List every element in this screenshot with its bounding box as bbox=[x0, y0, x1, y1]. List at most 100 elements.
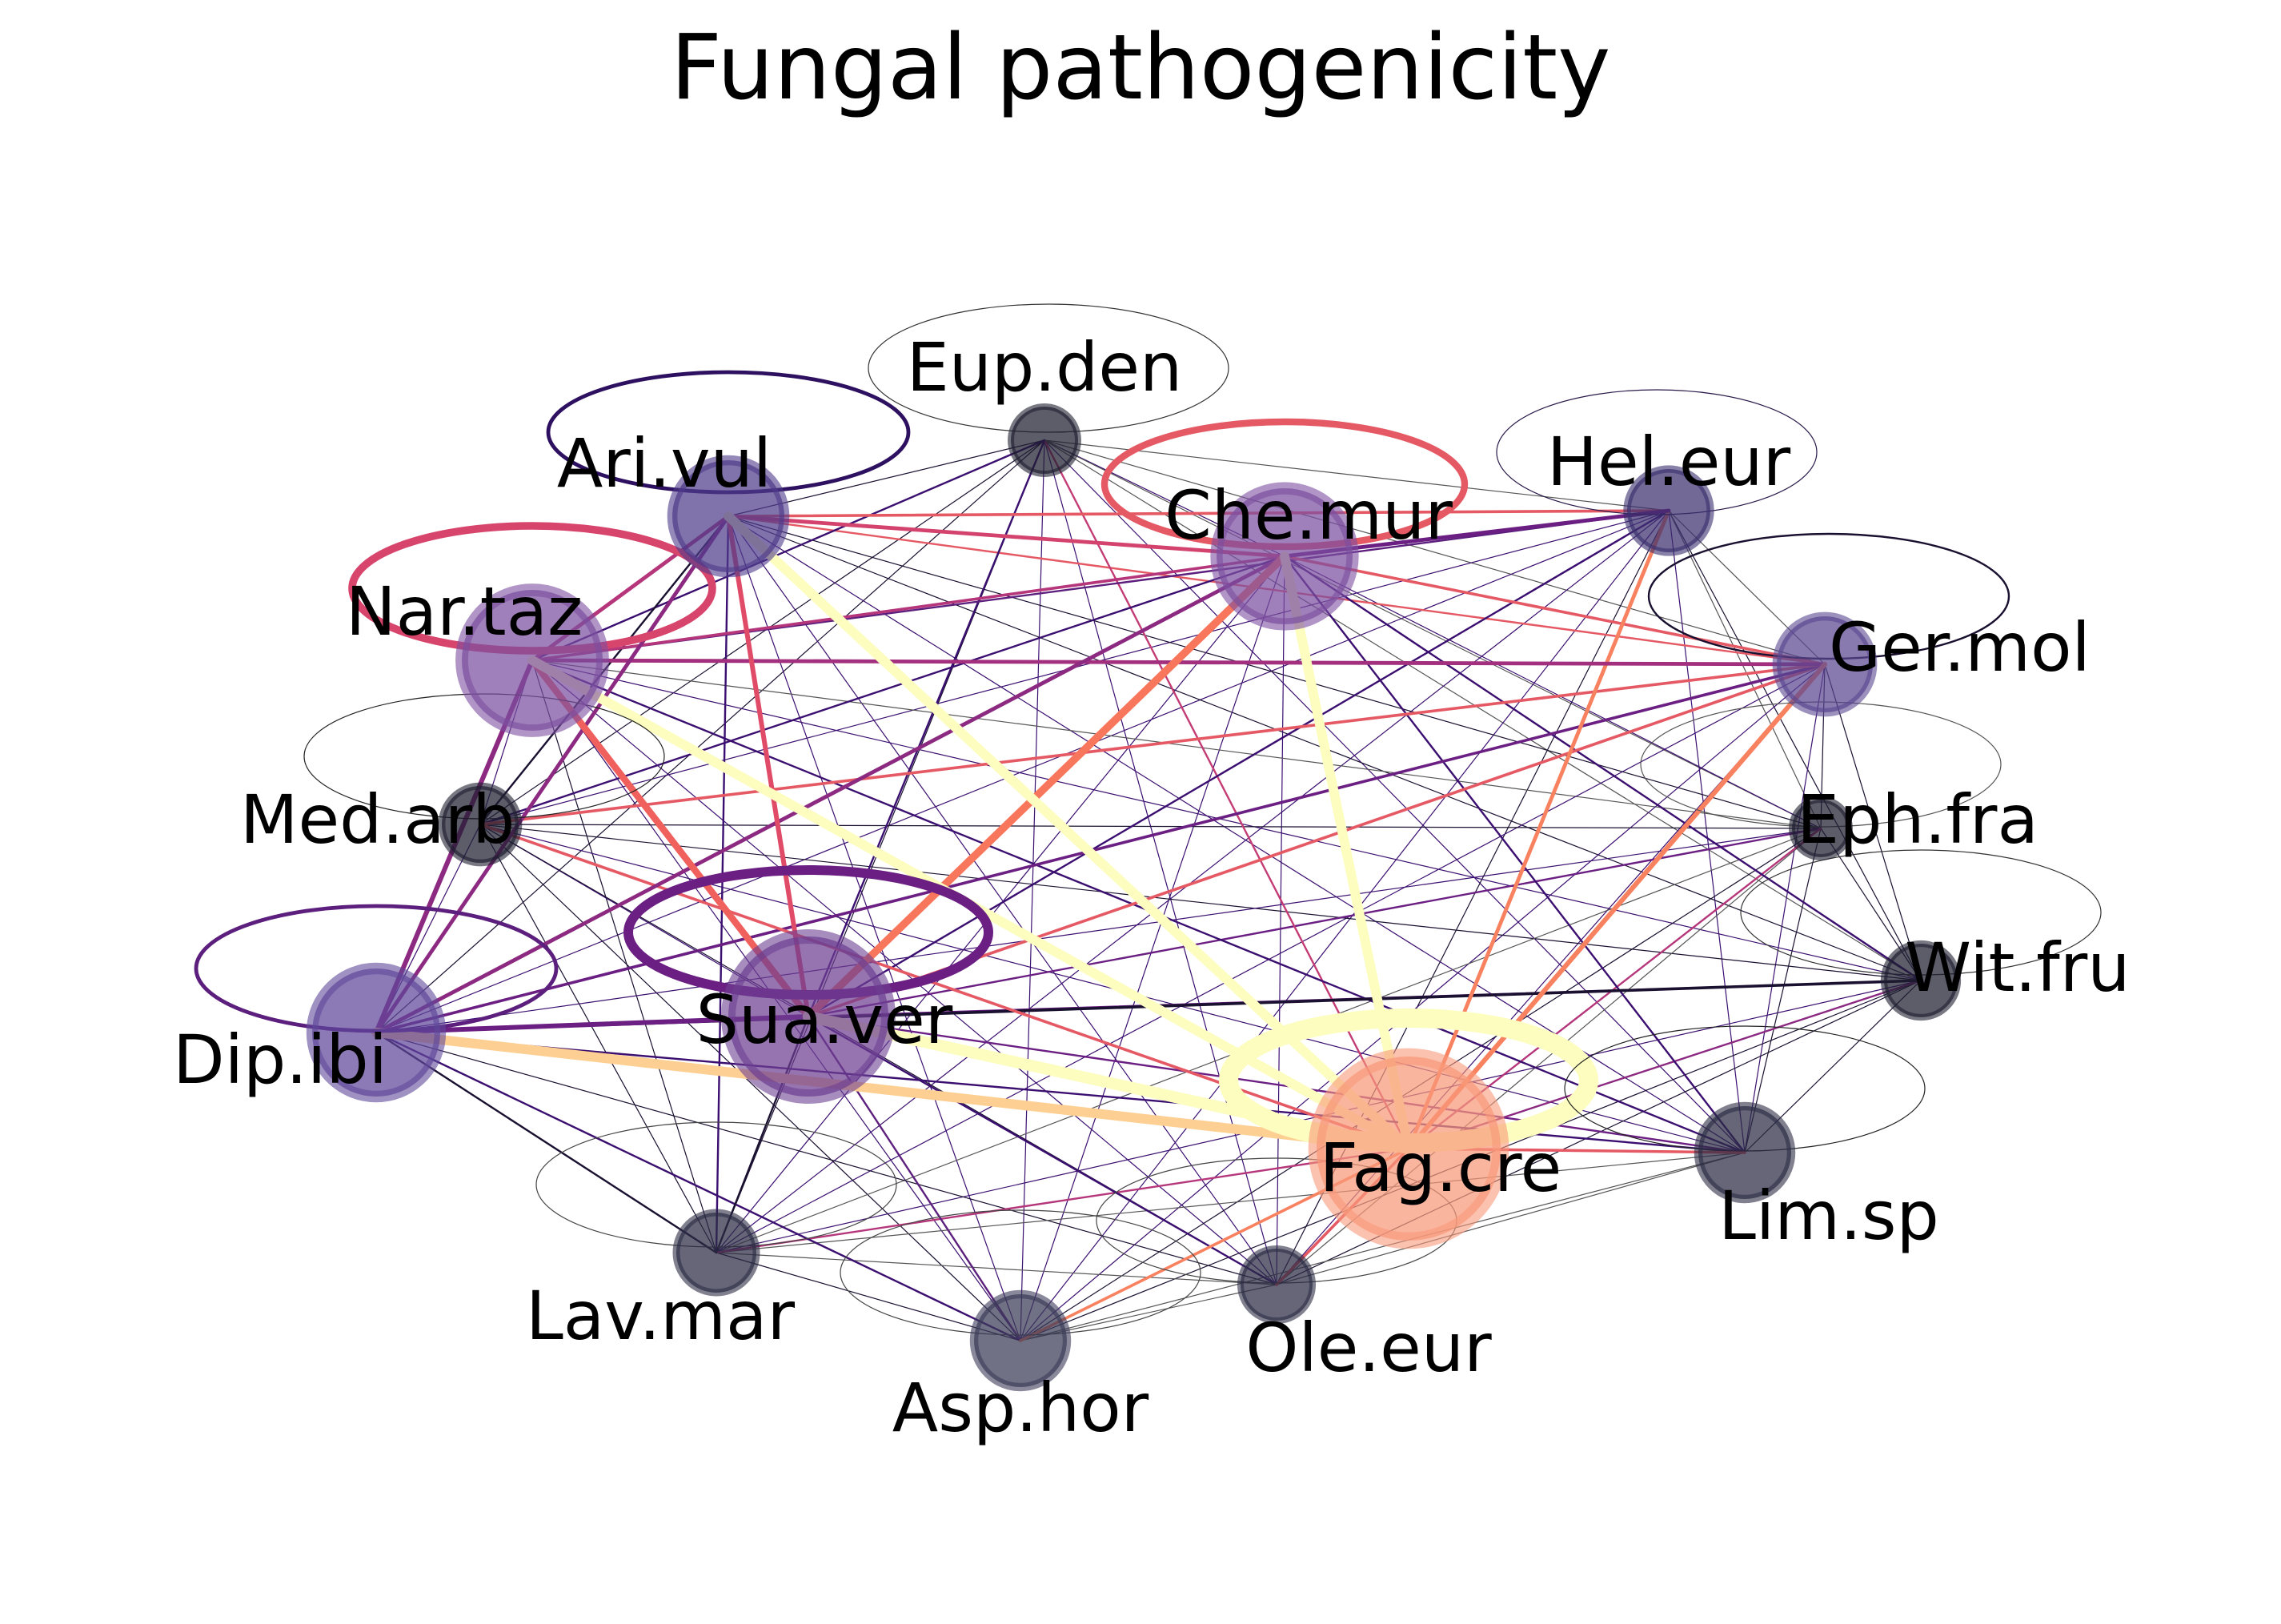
edge-ari-vul-hel-eur bbox=[727, 509, 1670, 518]
edge-che-mur-fag-cre bbox=[1280, 551, 1413, 1153]
edge-hel-eur-dip-ibi bbox=[375, 510, 1670, 1033]
edge-nar-taz-eph-fra bbox=[531, 660, 1822, 829]
edge-ole-eur-lim-sp bbox=[1276, 1152, 1746, 1285]
node-label-ger-mol: Ger.mol bbox=[1829, 608, 2091, 687]
edge-eup-den-wit-fru bbox=[1044, 439, 1922, 981]
node-label-wit-fru: Wit.fru bbox=[1905, 928, 2131, 1007]
edge-hel-eur-lim-sp bbox=[1668, 510, 1746, 1153]
labels-layer: Eup.den Hel.eur Ari.vul Che.mur Nar.taz Ger.m… bbox=[173, 328, 2131, 1447]
edge-sua-ver-ole-eur bbox=[807, 1015, 1278, 1286]
edge-hel-eur-fag-cre bbox=[1406, 508, 1671, 1151]
edge-ger-mol-asp-hor bbox=[1020, 664, 1826, 1341]
node-label-hel-eur: Hel.eur bbox=[1547, 423, 1791, 501]
edge-dip-ibi-ger-mol bbox=[375, 663, 1826, 1034]
edge-med-arb-eph-fra bbox=[479, 824, 1822, 829]
node-ari-vul bbox=[667, 455, 790, 578]
edge-sua-ver-eph-fra bbox=[807, 827, 1822, 1018]
edges-layer bbox=[371, 439, 1922, 1342]
edge-dip-ibi-fag-cre bbox=[371, 1028, 1413, 1153]
node-eph-fra bbox=[1789, 796, 1853, 860]
edge-dip-ibi-asp-hor bbox=[375, 1031, 1022, 1342]
edge-eph-fra-lim-sp bbox=[1744, 828, 1822, 1153]
edge-eup-den-eph-fra bbox=[1044, 439, 1822, 829]
node-fag-cre bbox=[1308, 1048, 1509, 1249]
edge-ari-vul-eph-fra bbox=[728, 515, 1822, 829]
edge-che-mur-ole-eur bbox=[1276, 555, 1285, 1285]
node-label-eup-den: Eup.den bbox=[907, 328, 1183, 407]
edge-lav-mar-ole-eur bbox=[716, 1252, 1277, 1285]
edge-ger-mol-lim-sp bbox=[1744, 664, 1826, 1153]
node-med-arb bbox=[438, 782, 523, 867]
node-nar-taz bbox=[455, 583, 609, 737]
edge-che-mur-eph-fra bbox=[1284, 555, 1822, 829]
node-label-ari-vul: Ari.vul bbox=[557, 424, 772, 503]
node-label-eph-fra: Eph.fra bbox=[1797, 780, 2038, 859]
edge-nar-taz-lim-sp bbox=[531, 659, 1746, 1154]
edge-hel-eur-asp-hor bbox=[1020, 510, 1670, 1341]
node-label-che-mur: Che.mur bbox=[1165, 476, 1453, 555]
edge-ger-mol-lav-mar bbox=[716, 664, 1826, 1253]
edge-hel-eur-lav-mar bbox=[716, 510, 1670, 1253]
node-lim-sp bbox=[1694, 1101, 1796, 1204]
node-label-ole-eur: Ole.eur bbox=[1245, 1309, 1492, 1387]
edge-eup-den-lim-sp bbox=[1044, 439, 1746, 1153]
edge-lav-mar-lim-sp bbox=[716, 1152, 1746, 1253]
edge-eup-den-med-arb bbox=[479, 439, 1045, 825]
edge-med-arb-ger-mol bbox=[479, 663, 1826, 826]
node-dip-ibi bbox=[306, 962, 447, 1103]
edge-che-mur-med-arb bbox=[479, 555, 1286, 826]
edge-ari-vul-che-mur bbox=[726, 514, 1287, 559]
edge-che-mur-asp-hor bbox=[1020, 555, 1285, 1341]
edge-ari-vul-asp-hor bbox=[728, 515, 1021, 1341]
edge-ger-mol-wit-fru bbox=[1824, 664, 1922, 981]
edge-eup-den-dip-ibi bbox=[375, 439, 1045, 1033]
edge-ger-mol-fag-cre bbox=[1406, 662, 1827, 1151]
edge-ari-vul-ole-eur bbox=[728, 515, 1277, 1285]
edge-hel-eur-wit-fru bbox=[1668, 510, 1922, 981]
edge-hel-eur-eph-fra bbox=[1668, 510, 1822, 829]
node-label-asp-hor: Asp.hor bbox=[892, 1369, 1149, 1447]
edge-che-mur-lim-sp bbox=[1283, 555, 1746, 1154]
edge-med-arb-fag-cre bbox=[479, 823, 1410, 1150]
edge-eup-den-ger-mol bbox=[1044, 439, 1826, 665]
edge-che-mur-ger-mol bbox=[1283, 555, 1826, 666]
node-label-sua-ver: Sua.ver bbox=[696, 980, 953, 1059]
edge-nar-taz-che-mur bbox=[531, 555, 1286, 662]
edge-che-mur-sua-ver bbox=[804, 552, 1289, 1021]
node-eup-den bbox=[1008, 403, 1081, 477]
node-label-nar-taz: Nar.taz bbox=[346, 572, 583, 651]
node-asp-hor bbox=[969, 1289, 1072, 1392]
diagram-title: Fungal pathogenicity bbox=[670, 16, 1611, 120]
node-ger-mol bbox=[1772, 612, 1878, 717]
edge-nar-taz-wit-fru bbox=[531, 660, 1922, 981]
edge-asp-hor-lim-sp bbox=[1020, 1152, 1746, 1341]
edge-ari-vul-fag-cre bbox=[724, 511, 1413, 1153]
edge-sua-ver-lim-sp bbox=[807, 1015, 1746, 1154]
edge-dip-ibi-ari-vul bbox=[374, 514, 731, 1035]
edge-eup-den-hel-eur bbox=[1044, 439, 1670, 511]
edge-lav-mar-asp-hor bbox=[716, 1252, 1021, 1341]
edge-eph-fra-dip-ibi bbox=[375, 828, 1822, 1033]
edge-che-mur-wit-fru bbox=[1283, 555, 1922, 982]
node-che-mur bbox=[1210, 482, 1359, 631]
edge-ari-vul-lav-mar bbox=[715, 515, 730, 1254]
edge-hel-eur-sua-ver bbox=[807, 509, 1670, 1018]
node-wit-fru bbox=[1880, 940, 1962, 1021]
node-label-fag-cre: Fag.cre bbox=[1320, 1129, 1562, 1207]
nodes-layer bbox=[306, 403, 1962, 1392]
node-label-dip-ibi: Dip.ibi bbox=[173, 1021, 387, 1099]
node-lav-mar bbox=[672, 1209, 760, 1297]
edge-eup-den-ole-eur bbox=[1044, 439, 1277, 1285]
edge-eup-den-nar-taz bbox=[531, 439, 1046, 662]
edge-med-arb-lav-mar bbox=[479, 824, 717, 1253]
node-label-lav-mar: Lav.mar bbox=[526, 1277, 795, 1355]
node-sua-ver bbox=[721, 929, 896, 1104]
node-label-lim-sp: Lim.sp bbox=[1718, 1177, 1939, 1255]
edge-lav-mar-fag-cre bbox=[715, 1147, 1410, 1254]
node-hel-eur bbox=[1623, 465, 1714, 556]
edge-dip-ibi-ole-eur bbox=[375, 1032, 1277, 1285]
edge-dip-ibi-che-mur bbox=[374, 554, 1287, 1035]
edge-med-arb-asp-hor bbox=[479, 824, 1021, 1341]
